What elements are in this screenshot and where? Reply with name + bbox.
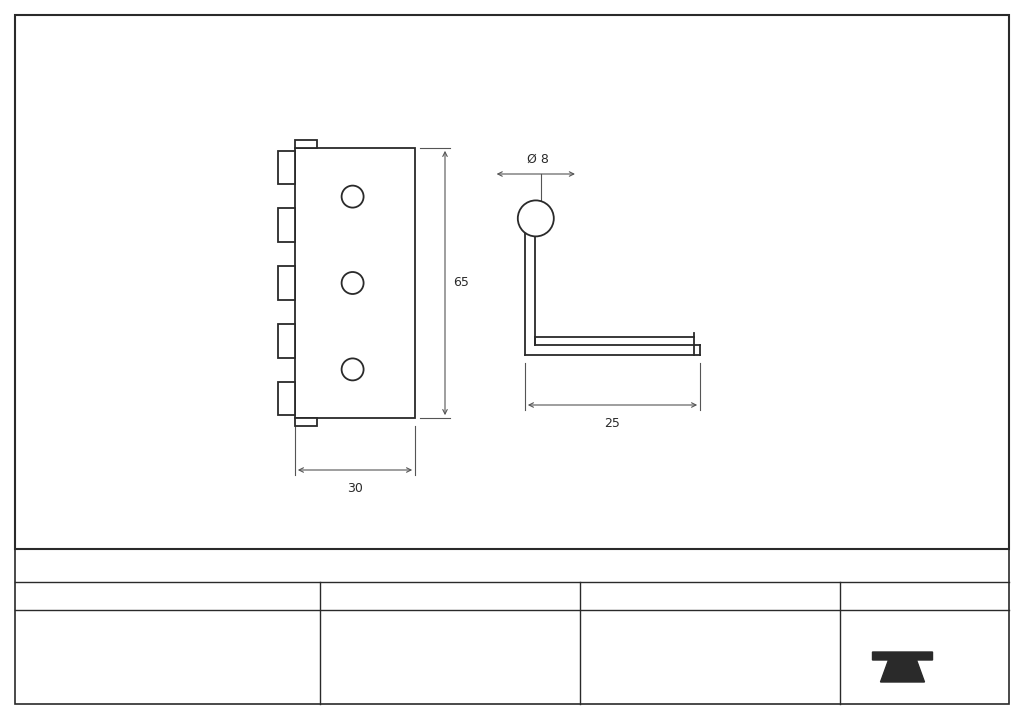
Circle shape [518, 201, 554, 237]
Text: A: A [880, 646, 909, 684]
Text: 30: 30 [347, 482, 362, 495]
Text: Product Code:: Product Code: [25, 624, 108, 637]
Text: Fixing Screw: Fixing Screw [590, 590, 664, 603]
Circle shape [342, 358, 364, 380]
Bar [278, 150, 295, 184]
Text: 2 1/2" Stormproof Hinge 1951 (Pair): 2 1/2" Stormproof Hinge 1951 (Pair) [120, 642, 333, 655]
Bar [295, 418, 317, 426]
Circle shape [342, 272, 364, 294]
Bar [278, 324, 295, 357]
Text: nvil: nvil [920, 646, 999, 684]
Text: Pack Contents: Pack Contents [330, 590, 414, 603]
Text: 91044: 91044 [120, 624, 158, 637]
Bar [278, 266, 295, 300]
Bar [295, 140, 317, 148]
Text: Ø 8: Ø 8 [527, 153, 549, 166]
Text: 2 x Stormproof Hinge: 2 x Stormproof Hinge [330, 624, 457, 637]
Text: ®: ® [978, 631, 985, 637]
Text: 65: 65 [453, 277, 469, 290]
Circle shape [342, 186, 364, 208]
Polygon shape [872, 652, 933, 682]
Bar [278, 382, 295, 416]
Text: Self Coloured Brass: Self Coloured Brass [120, 660, 236, 673]
Bar [295, 148, 415, 418]
Text: Finish:: Finish: [25, 660, 62, 673]
Text: Product Information: Product Information [25, 590, 142, 603]
Text: www.fromtheanvil.co.uk: www.fromtheanvil.co.uk [879, 690, 980, 700]
Text: ♦: ♦ [974, 626, 980, 632]
Text: Please Note, due to the hand crafted nature of our products all measurements are: Please Note, due to the hand crafted nat… [27, 561, 749, 571]
Text: From the: From the [921, 624, 965, 634]
Bar [278, 209, 295, 242]
Text: 25: 25 [604, 417, 621, 430]
Bar [15, 15, 1009, 549]
Text: Description:: Description: [25, 642, 96, 655]
Bar [15, 549, 1009, 704]
